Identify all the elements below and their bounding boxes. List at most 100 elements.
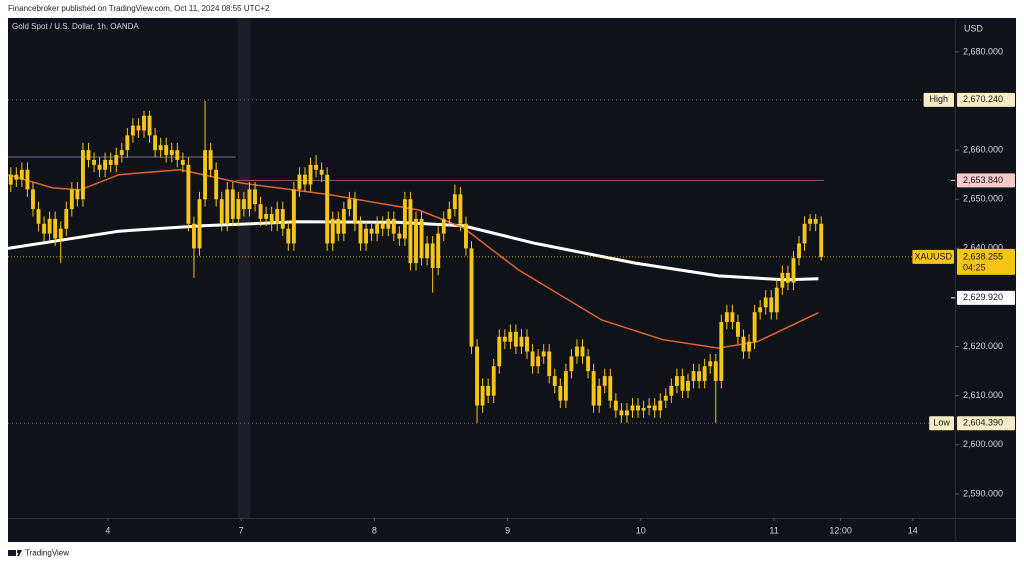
candle-body xyxy=(697,371,702,381)
candle-body xyxy=(536,356,541,367)
price-tag-box xyxy=(929,416,954,431)
candle-body xyxy=(336,218,341,234)
candle-body xyxy=(575,346,579,357)
candle-body xyxy=(580,346,585,357)
candle-body xyxy=(275,209,280,224)
candle-body xyxy=(103,159,108,170)
candle-body xyxy=(169,150,174,156)
candle-body xyxy=(719,322,724,381)
candle-body xyxy=(136,125,141,131)
candle-body xyxy=(236,199,241,219)
y-tick-label: 2,640.000 xyxy=(963,243,1003,253)
candle-body xyxy=(663,395,668,401)
candle-body xyxy=(186,164,191,224)
chart-background xyxy=(8,18,1016,542)
candle-body xyxy=(241,199,246,210)
candle-body xyxy=(86,150,91,160)
candle-body xyxy=(708,361,713,367)
candle-body xyxy=(541,351,546,357)
x-tick-label: 10 xyxy=(636,525,646,535)
candle-body xyxy=(347,199,352,210)
candle-body xyxy=(813,218,818,224)
candle-body xyxy=(219,199,224,224)
session-break xyxy=(238,18,251,518)
candle-body xyxy=(513,331,518,347)
candle-body xyxy=(97,164,102,170)
candle-body xyxy=(430,243,435,268)
x-tick-label: 7 xyxy=(239,525,244,535)
candle-body xyxy=(547,351,552,377)
candle-body xyxy=(780,272,785,288)
candle-body xyxy=(364,228,368,244)
candle-body xyxy=(369,228,374,234)
price-label: 2,670.240 xyxy=(963,94,1003,104)
candle-body xyxy=(14,174,19,180)
candle-body xyxy=(330,218,335,244)
y-tick-label: 2,620.000 xyxy=(963,341,1003,351)
candle-body xyxy=(819,223,824,257)
candle-body xyxy=(425,243,430,259)
candle-body xyxy=(119,150,124,156)
price-label: 2,604.390 xyxy=(963,418,1003,428)
tradingview-logo xyxy=(8,549,22,556)
candle-body xyxy=(286,228,291,244)
candle-body xyxy=(613,400,618,411)
y-tick-label: 2,660.000 xyxy=(963,144,1003,154)
candle-body xyxy=(147,115,152,136)
candle-body xyxy=(475,346,480,406)
candle-body xyxy=(402,199,407,239)
candle-body xyxy=(502,336,507,342)
candle-body xyxy=(108,159,113,165)
candle-body xyxy=(736,322,740,337)
candle-body xyxy=(791,258,796,283)
candle-body xyxy=(92,159,96,165)
candle-body xyxy=(175,150,180,160)
candle-body xyxy=(713,361,718,381)
countdown-label: 04:25 xyxy=(963,262,986,272)
price-label-box xyxy=(957,92,1015,107)
publisher-line: Financebroker published on TradingView.c… xyxy=(8,4,270,13)
candle-body xyxy=(8,174,13,185)
x-tick-label: 11 xyxy=(769,525,778,535)
candle-body xyxy=(308,164,313,185)
candle-body xyxy=(624,410,629,416)
candle-body xyxy=(247,189,252,210)
candle-body xyxy=(669,385,674,396)
candle-body xyxy=(808,218,813,224)
candle-body xyxy=(203,150,208,200)
candle-body xyxy=(530,351,535,367)
currency-label: USD xyxy=(964,23,984,33)
candle-body xyxy=(341,209,346,234)
candle-body xyxy=(297,174,302,190)
candle-body xyxy=(497,336,502,367)
x-tick-label: 4 xyxy=(105,525,110,535)
candle-body xyxy=(519,336,524,347)
candle-body xyxy=(641,407,646,411)
candle-body xyxy=(31,189,35,210)
candle-body xyxy=(47,218,52,234)
price-label-box xyxy=(957,173,1015,188)
candle-body xyxy=(602,376,607,386)
candle-body xyxy=(597,385,602,406)
candle-body xyxy=(303,174,307,185)
candle-body xyxy=(724,312,729,323)
y-tick-label: 2,650.000 xyxy=(963,194,1003,204)
candle-body xyxy=(314,164,319,170)
candle-body xyxy=(452,194,457,210)
candle-body xyxy=(802,223,807,244)
candle-body xyxy=(391,218,396,234)
candle-body xyxy=(397,233,402,239)
candle-body xyxy=(447,209,452,219)
candle-body xyxy=(280,209,285,229)
candle-body xyxy=(208,150,213,170)
candle-body xyxy=(64,209,69,229)
candle-body xyxy=(158,145,163,151)
candle-body xyxy=(375,223,380,234)
candle-body xyxy=(58,228,63,239)
price-tag-box xyxy=(923,92,954,107)
candle-body xyxy=(75,189,80,200)
candle-body xyxy=(153,135,158,151)
candle-body xyxy=(230,189,235,219)
candle-body xyxy=(325,174,330,244)
